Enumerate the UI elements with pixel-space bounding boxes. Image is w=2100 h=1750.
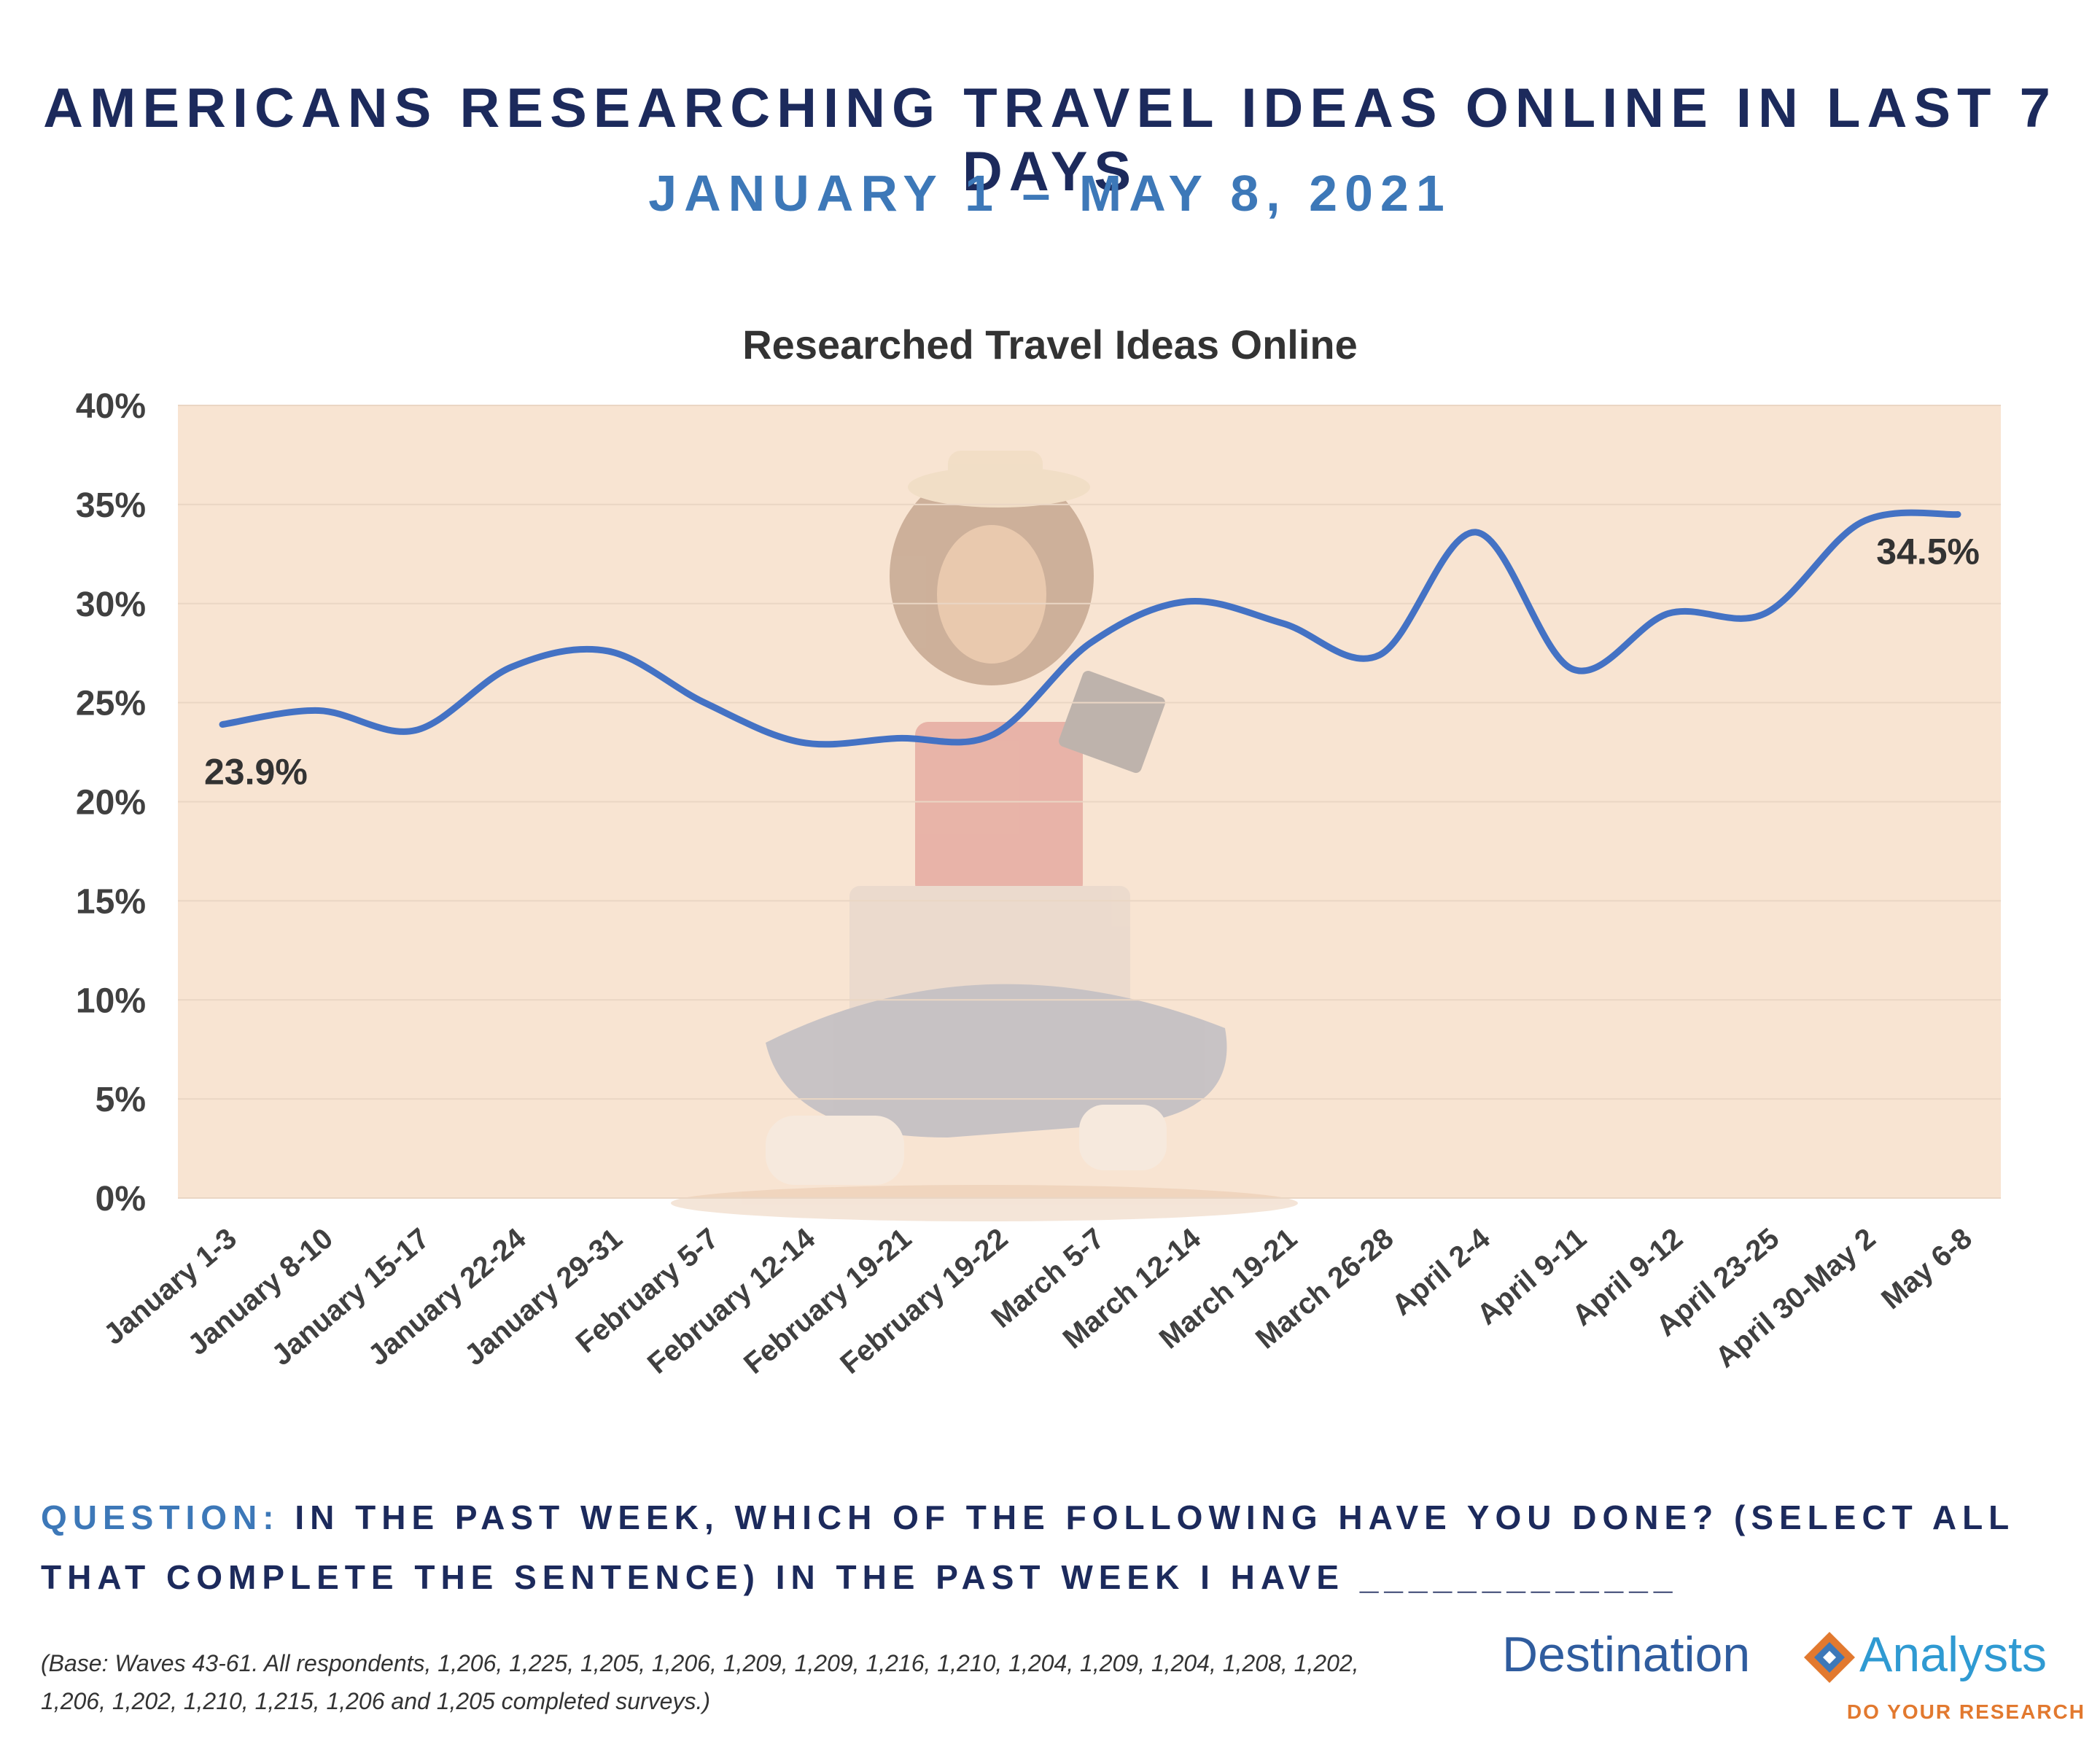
x-tick-label: February 12-14 <box>642 1222 822 1380</box>
survey-question: QUESTION: IN THE PAST WEEK, WHICH OF THE… <box>41 1488 2053 1607</box>
y-tick-label: 10% <box>76 981 146 1020</box>
logo-name-left: Destination <box>1502 1627 1751 1682</box>
data-labels: 23.9% 34.5% <box>204 531 1980 792</box>
data-label: 23.9% <box>204 752 308 793</box>
series-line <box>219 509 1961 748</box>
y-tick-label: 15% <box>76 882 146 921</box>
logo-diamond-icon <box>1804 1632 1855 1683</box>
y-tick-label: 40% <box>76 387 146 426</box>
x-tick-label: May 6-8 <box>1875 1222 1978 1315</box>
logo-name-right: Analysts <box>1859 1627 2047 1682</box>
y-tick-label: 30% <box>76 586 146 624</box>
page-subtitle: JANUARY 1 – MAY 8, 2021 <box>648 165 1452 222</box>
y-tick-label: 5% <box>96 1081 146 1119</box>
page-title: AMERICANS RESEARCHING TRAVEL IDEAS ONLIN… <box>43 77 2057 203</box>
base-note: (Base: Waves 43-61. All respondents, 1,2… <box>41 1650 1359 1714</box>
y-tick-label: 20% <box>76 784 146 822</box>
x-tick-label: February 19-22 <box>834 1222 1014 1380</box>
data-label: 34.5% <box>1876 531 1980 572</box>
line-chart: Researched Travel Ideas Online 0% 5% 10% 15… <box>76 322 2001 1380</box>
series-group <box>219 509 1961 748</box>
destination-analysts-logo: Destination Analysts DO YOUR RESEARCH <box>1502 1626 2085 1735</box>
chart-title: Researched Travel Ideas Online <box>742 322 1358 368</box>
y-tick-label: 25% <box>76 685 146 723</box>
x-tick-label: February 19-21 <box>738 1222 917 1380</box>
question-text: IN THE PAST WEEK, WHICH OF THE FOLLOWING… <box>41 1498 2015 1596</box>
y-axis-ticks: 0% 5% 10% 15% 20% 25% 30% 35% 40% <box>76 387 146 1218</box>
logo-tagline: DO YOUR RESEARCH <box>1846 1700 2085 1723</box>
y-tick-label: 0% <box>96 1180 146 1218</box>
question-label: QUESTION: <box>41 1498 280 1536</box>
y-tick-label: 35% <box>76 486 146 525</box>
gridlines <box>178 405 2001 1199</box>
x-tick-label: April 30-May 2 <box>1710 1222 1882 1374</box>
